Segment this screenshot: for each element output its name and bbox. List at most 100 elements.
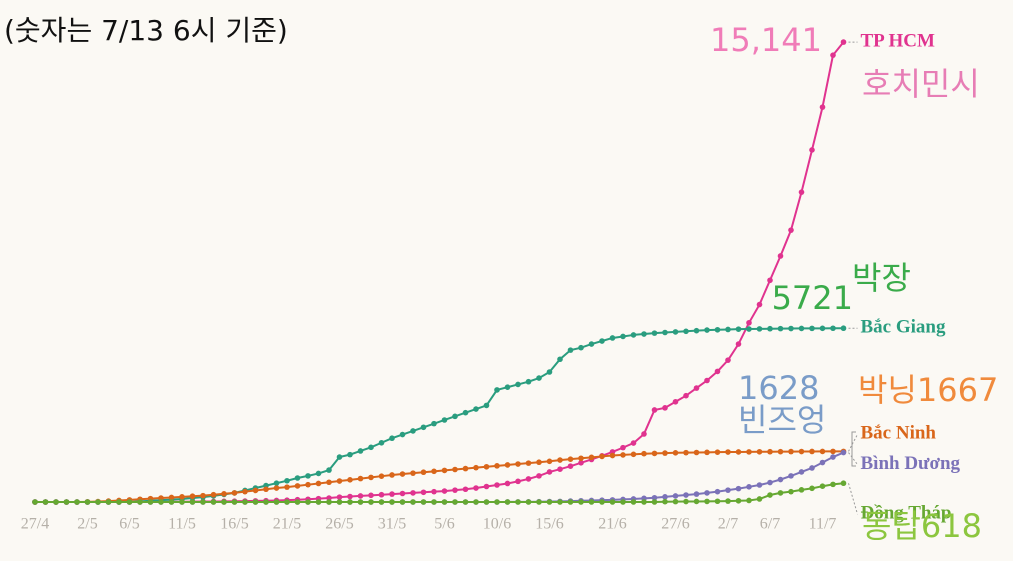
data-point [746, 326, 752, 332]
data-point [378, 473, 385, 479]
annotation: 15,141 [710, 21, 822, 59]
data-point [273, 480, 280, 486]
data-point [756, 482, 763, 488]
data-point [746, 319, 752, 326]
data-point [546, 499, 553, 505]
data-point [809, 465, 815, 471]
data-point [515, 461, 521, 467]
data-point [368, 492, 374, 499]
data-point [389, 491, 395, 497]
data-point [536, 375, 542, 381]
data-point [693, 327, 700, 334]
data-point [378, 499, 385, 505]
data-point [651, 499, 658, 505]
data-point [714, 326, 721, 333]
data-point [641, 431, 647, 437]
data-point [462, 499, 469, 505]
data-point [704, 327, 710, 333]
data-point [840, 325, 847, 332]
data-point [126, 499, 133, 505]
data-point [567, 499, 574, 505]
data-point [809, 448, 815, 455]
x-tick-label: 2/7 [718, 516, 738, 533]
data-point [399, 490, 406, 497]
data-point [725, 449, 731, 455]
data-point [389, 472, 395, 478]
data-point [746, 484, 752, 490]
data-point [294, 483, 301, 489]
x-tick-label: 5/6 [434, 516, 454, 533]
data-point [725, 498, 731, 504]
data-point [179, 494, 185, 500]
data-point [683, 449, 689, 456]
data-point [347, 493, 353, 500]
data-point [242, 488, 248, 495]
data-point [557, 466, 563, 472]
data-point [662, 329, 668, 336]
data-point [767, 492, 773, 498]
series-label: Đồng Tháp [861, 503, 952, 524]
data-point [704, 377, 710, 384]
x-tick-label: 6/7 [760, 516, 780, 533]
data-point [599, 338, 605, 344]
data-point [462, 486, 469, 493]
annotation: 빈즈엉 [738, 401, 826, 439]
x-tick-label: 21/6 [598, 516, 626, 533]
data-point [809, 147, 815, 153]
data-point [819, 325, 826, 332]
data-point [431, 420, 437, 427]
data-point [504, 499, 511, 505]
data-point [620, 444, 626, 451]
data-point [683, 492, 689, 498]
data-point [714, 488, 721, 495]
data-point [735, 485, 742, 492]
data-point [798, 487, 805, 493]
data-point [557, 457, 563, 463]
data-point [704, 490, 710, 496]
data-point [389, 435, 395, 442]
data-point [441, 417, 448, 423]
data-point [756, 496, 763, 502]
data-point [494, 499, 500, 505]
data-point [273, 499, 280, 505]
data-point [494, 482, 500, 488]
data-point [714, 368, 721, 375]
data-point [137, 499, 143, 505]
data-point [326, 499, 332, 505]
data-point [777, 253, 784, 259]
data-point [798, 325, 805, 332]
data-point [357, 448, 364, 454]
data-point [525, 460, 532, 466]
x-tick-label: 6/5 [119, 516, 139, 533]
data-point [74, 499, 80, 505]
annotation: 박장 [852, 259, 911, 297]
data-point [620, 452, 626, 458]
data-point [693, 449, 700, 456]
data-point [483, 483, 490, 490]
data-point [431, 499, 437, 505]
data-point [294, 475, 301, 481]
data-point [483, 463, 490, 470]
data-point [641, 331, 647, 337]
data-point [284, 499, 290, 505]
data-point [494, 463, 500, 469]
data-point [557, 356, 563, 363]
data-point [168, 499, 175, 505]
data-point [420, 469, 427, 476]
data-point [273, 485, 280, 491]
data-point [336, 499, 343, 505]
data-point [441, 488, 448, 494]
data-point [158, 499, 164, 505]
x-tick-label: 2/5 [77, 516, 97, 533]
data-point [378, 491, 385, 498]
data-point [578, 499, 584, 505]
data-point [357, 499, 364, 505]
data-point [231, 490, 238, 496]
data-point [620, 499, 626, 505]
data-point [452, 487, 458, 493]
data-point [515, 381, 521, 388]
data-point [53, 499, 59, 505]
data-point [347, 477, 353, 483]
data-point [410, 428, 416, 434]
